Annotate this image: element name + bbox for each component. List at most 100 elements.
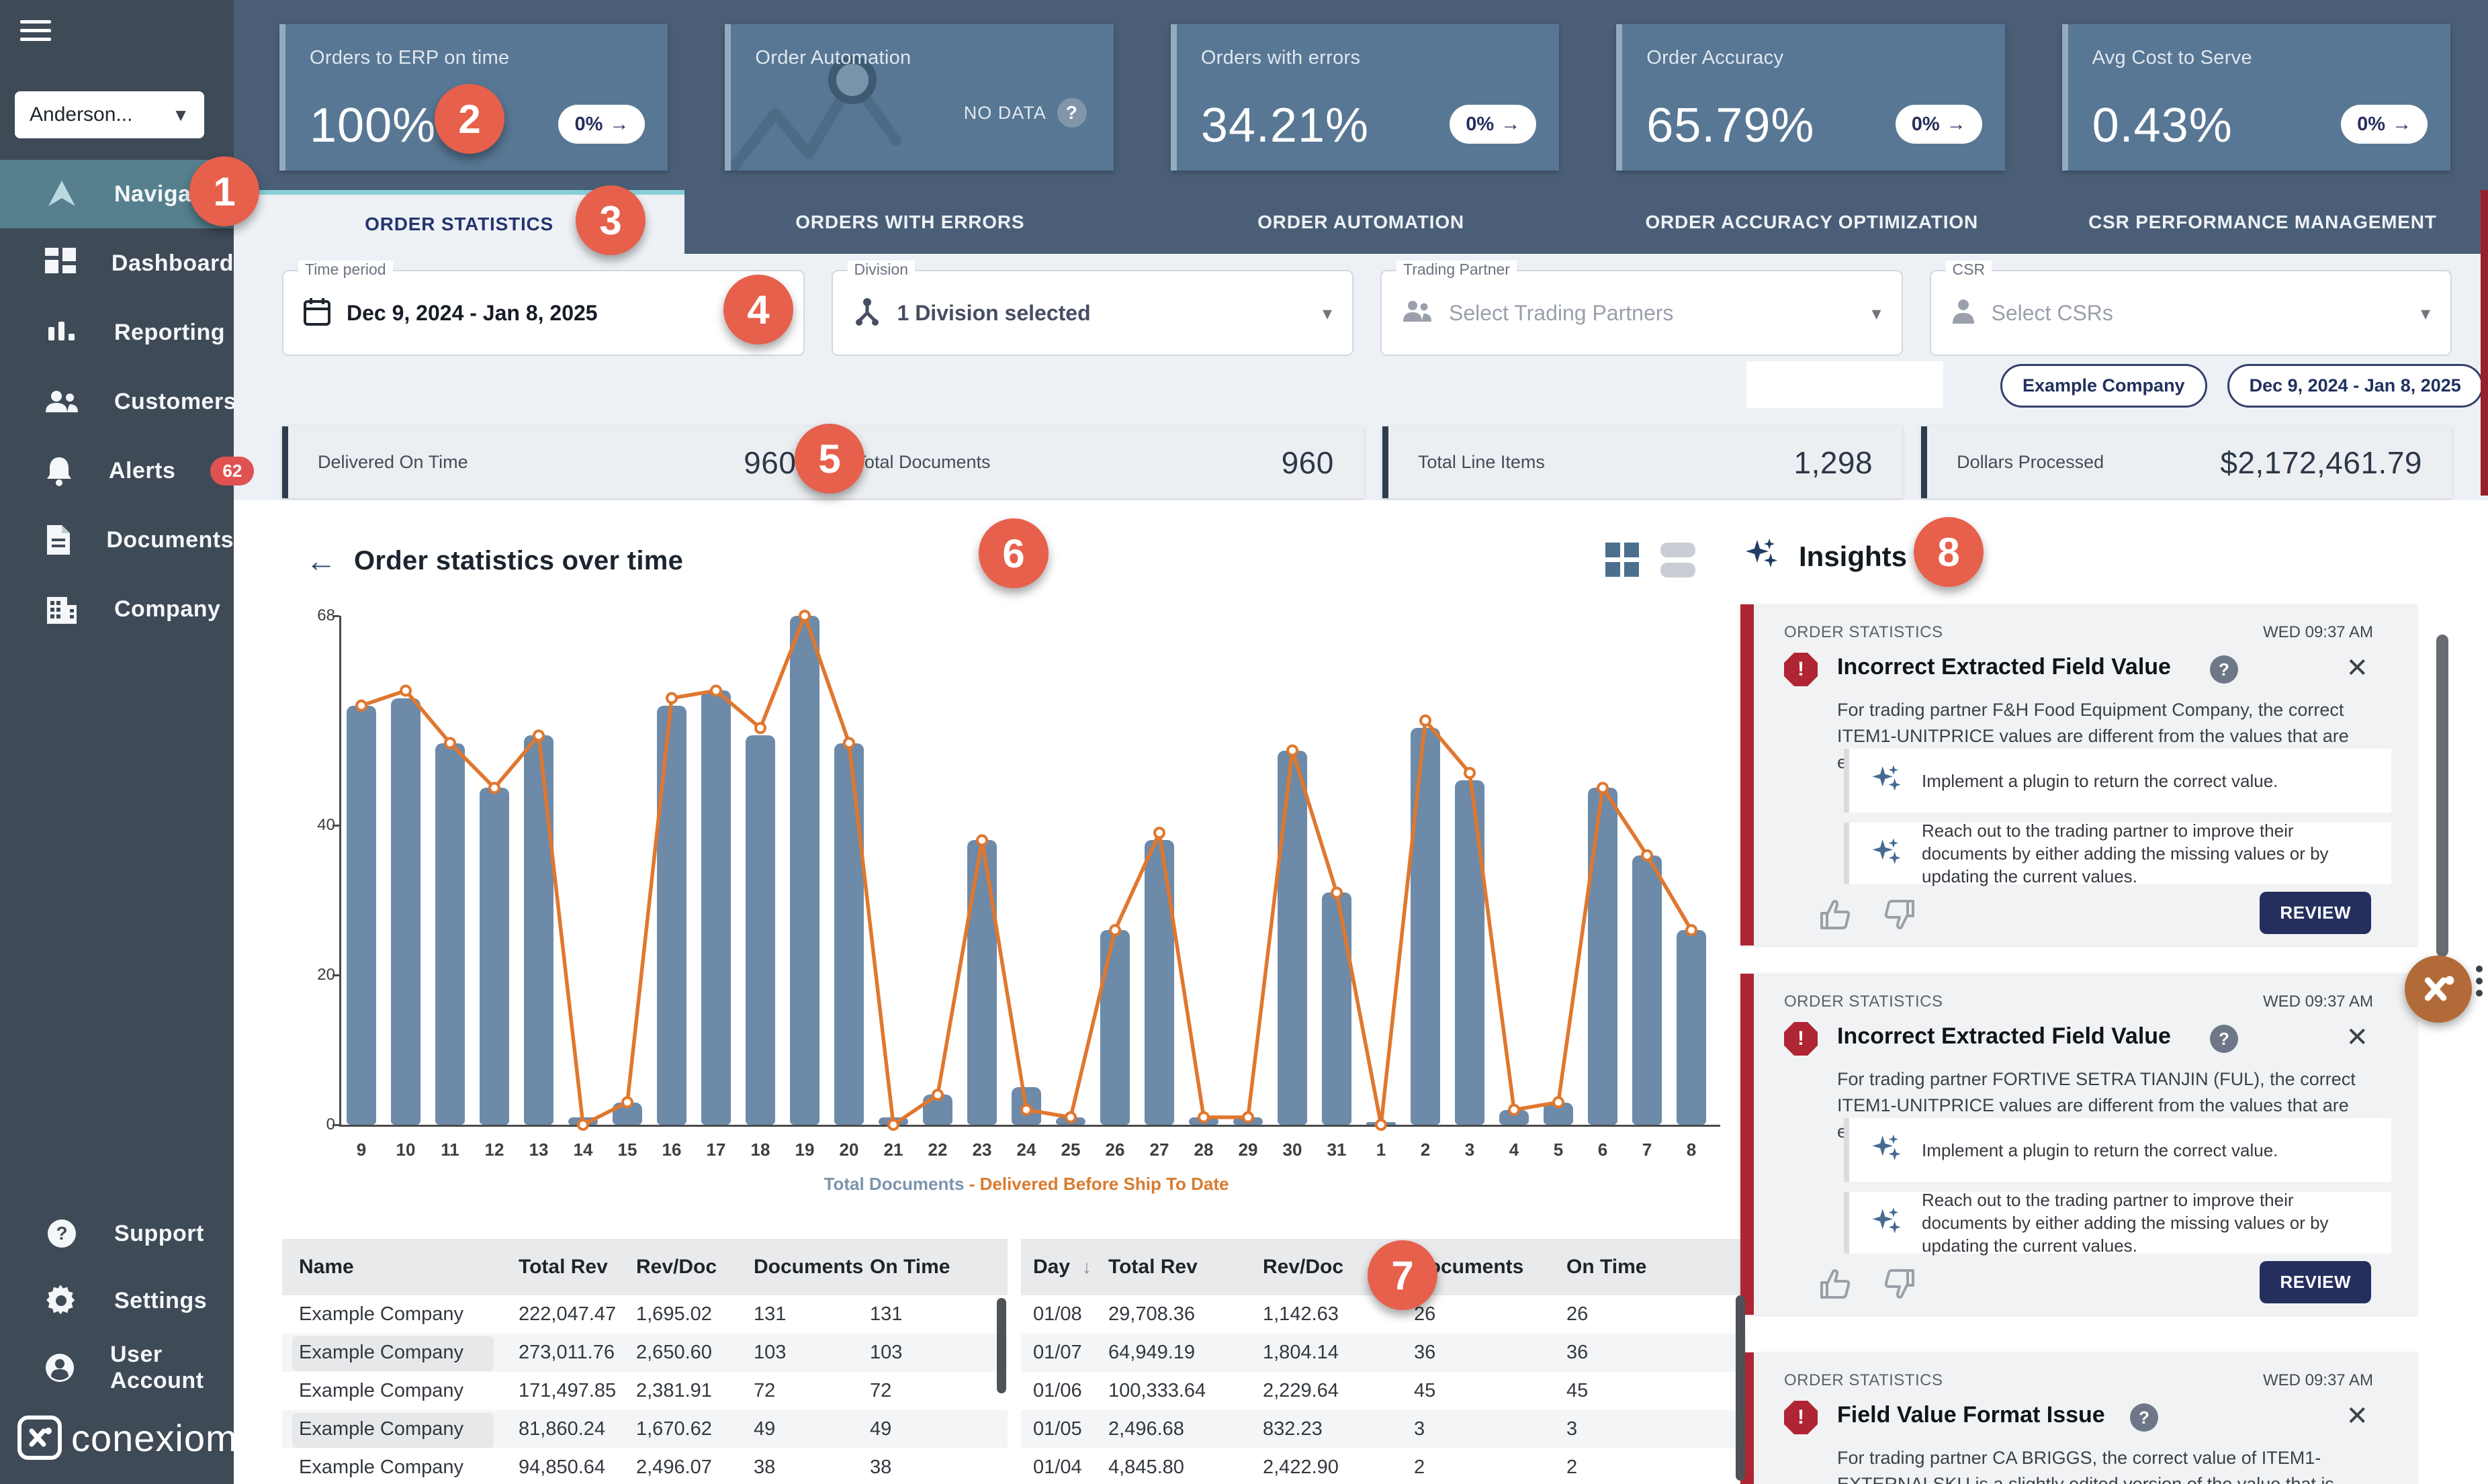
- annotation-marker-4: 4: [723, 275, 793, 344]
- conexiom-x-icon: [2421, 972, 2456, 1007]
- column-header-totalrev[interactable]: Total Rev: [1108, 1256, 1198, 1279]
- sidebar-item-reporting[interactable]: Reporting: [0, 298, 234, 367]
- filter-division[interactable]: Division1 Division selected▾: [832, 270, 1354, 356]
- help-icon[interactable]: ?: [2130, 1403, 2158, 1432]
- back-arrow-icon[interactable]: ←: [306, 543, 337, 579]
- table-row[interactable]: Example Company81,860.241,670.624949: [282, 1410, 1008, 1448]
- chart-y-tick-label: 68: [295, 606, 335, 625]
- sidebar-item-label: User Account: [110, 1342, 234, 1394]
- column-header-revdoc[interactable]: Rev/Doc: [1263, 1256, 1343, 1279]
- kpi-card-4[interactable]: Order Accuracy65.79%0%→: [1616, 24, 2004, 171]
- thumbs-down-icon[interactable]: [1882, 898, 1917, 934]
- close-icon[interactable]: ✕: [2346, 1401, 2368, 1432]
- column-header-ontime[interactable]: On Time: [870, 1256, 950, 1279]
- alerts-count-badge: 62: [210, 457, 254, 485]
- close-icon[interactable]: ✕: [2346, 653, 2368, 684]
- sparkle-icon: [1869, 1129, 1904, 1170]
- chart-legend: Total Documents - Delivered Before Ship …: [339, 1174, 1714, 1195]
- insights-scrollbar[interactable]: [2436, 635, 2448, 957]
- table-cell: Example Company: [299, 1303, 463, 1326]
- chart-x-tick-label: 8: [1669, 1140, 1714, 1160]
- table-scrollbar[interactable]: [997, 1298, 1006, 1393]
- kpi-card-3[interactable]: Orders with errors34.21%0%→: [1171, 24, 1559, 171]
- insight-suggestion: Reach out to the trading partner to impr…: [1844, 823, 2391, 884]
- tab-order-automation[interactable]: ORDER AUTOMATION: [1135, 190, 1586, 254]
- column-header-revdoc[interactable]: Rev/Doc: [636, 1256, 717, 1279]
- sidebar-item-user-account[interactable]: User Account: [0, 1334, 234, 1402]
- table-row[interactable]: 01/052,496.68832.2333: [1021, 1410, 1746, 1448]
- tab-orders-with-errors[interactable]: ORDERS WITH ERRORS: [684, 190, 1135, 254]
- kpi-trend-pill[interactable]: 0%→: [1450, 105, 1536, 144]
- kpi-trend-pill[interactable]: 0%→: [1896, 105, 1982, 144]
- table-row[interactable]: Example Company171,497.852,381.917272: [282, 1372, 1008, 1410]
- tab-csr-performance-management[interactable]: CSR PERFORMANCE MANAGEMENT: [2037, 190, 2488, 254]
- table-cell: 3: [1566, 1418, 1577, 1440]
- stat-card-2: Total Line Items1,298: [1382, 426, 1902, 498]
- conexiom-assistant-button[interactable]: [2405, 956, 2472, 1023]
- insight-category: ORDER STATISTICS: [1784, 992, 1943, 1011]
- table-cell: 2,381.91: [636, 1380, 712, 1402]
- table-cell: 3: [1414, 1418, 1425, 1440]
- table-row[interactable]: Example Company273,011.762,650.60103103: [282, 1334, 1008, 1372]
- list-view-icon[interactable]: [1660, 543, 1695, 577]
- filter-label: Division: [848, 261, 916, 279]
- alert-icon: !: [1784, 1401, 1818, 1434]
- menu-icon[interactable]: [20, 20, 51, 43]
- sidebar-item-dashboard[interactable]: Dashboard: [0, 229, 234, 297]
- filter-chip[interactable]: Example Company: [2000, 364, 2207, 408]
- sidebar-item-company[interactable]: Company: [0, 575, 234, 643]
- thumbs-up-icon[interactable]: [1818, 1268, 1853, 1303]
- filter-value: Dec 9, 2024 - Jan 8, 2025: [347, 301, 598, 326]
- chart-line-marker: [1022, 1105, 1031, 1115]
- sidebar-item-documents[interactable]: Documents: [0, 506, 234, 574]
- chart-x-tick-label: 11: [428, 1140, 472, 1160]
- drag-handle-dots[interactable]: [2476, 966, 2488, 996]
- sidebar-item-support[interactable]: ?Support: [0, 1199, 234, 1268]
- review-button[interactable]: REVIEW: [2260, 1261, 2371, 1303]
- column-header-totalrev[interactable]: Total Rev: [519, 1256, 608, 1279]
- stat-label: Delivered On Time: [318, 452, 468, 473]
- annotation-marker-7: 7: [1368, 1240, 1437, 1310]
- help-icon[interactable]: ?: [2210, 1025, 2238, 1053]
- table-cell: 222,047.47: [519, 1303, 616, 1326]
- sidebar-item-settings[interactable]: Settings: [0, 1266, 234, 1335]
- table-scrollbar[interactable]: [1736, 1295, 1745, 1481]
- table-row[interactable]: Example Company94,850.642,496.073838: [282, 1448, 1008, 1484]
- table-row[interactable]: 01/06100,333.642,229.644545: [1021, 1372, 1746, 1410]
- division-icon: [853, 297, 881, 330]
- column-header-day[interactable]: Day ↓: [1033, 1256, 1092, 1279]
- kpi-label: Orders to ERP on time: [310, 47, 643, 69]
- filter-trading-partner[interactable]: Trading PartnerSelect Trading Partners▾: [1380, 270, 1903, 356]
- sidebar-item-customers[interactable]: Customers: [0, 367, 234, 436]
- chart-line-marker: [1642, 851, 1652, 860]
- sidebar-item-label: Company: [114, 596, 220, 622]
- column-header-documents[interactable]: Documents: [754, 1256, 863, 1279]
- thumbs-down-icon[interactable]: [1882, 1268, 1917, 1303]
- help-icon[interactable]: ?: [1057, 98, 1087, 128]
- tab-order-accuracy-optimization[interactable]: ORDER ACCURACY OPTIMIZATION: [1587, 190, 2037, 254]
- kpi-trend-pill[interactable]: 0%→: [2341, 105, 2428, 144]
- review-button[interactable]: REVIEW: [2260, 892, 2371, 934]
- insight-timestamp: WED 09:37 AM: [2263, 1371, 2373, 1390]
- sidebar-item-alerts[interactable]: Alerts62: [0, 436, 234, 505]
- column-header-ontime[interactable]: On Time: [1566, 1256, 1646, 1279]
- organization-selector[interactable]: Anderson... ▼: [15, 91, 204, 138]
- filter-chip[interactable]: Dec 9, 2024 - Jan 8, 2025: [2227, 364, 2483, 408]
- kpi-card-5[interactable]: Avg Cost to Serve0.43%0%→: [2062, 24, 2450, 171]
- table-cell: 01/06: [1033, 1380, 1082, 1402]
- column-header-name[interactable]: Name: [299, 1256, 354, 1279]
- grid-view-icon[interactable]: [1605, 543, 1639, 577]
- filter-csr[interactable]: CSRSelect CSRs▾: [1930, 270, 2452, 356]
- table-row[interactable]: 01/044,845.802,422.9022: [1021, 1448, 1746, 1484]
- company-icon: [44, 594, 79, 624]
- table-row[interactable]: Example Company222,047.471,695.02131131: [282, 1295, 1008, 1334]
- filter-value: 1 Division selected: [897, 301, 1091, 326]
- close-icon[interactable]: ✕: [2346, 1022, 2368, 1053]
- thumbs-up-icon[interactable]: [1818, 898, 1853, 934]
- chart-y-tick: [332, 1124, 339, 1126]
- table-row[interactable]: 01/0764,949.191,804.143636: [1021, 1334, 1746, 1372]
- kpi-trend-pill[interactable]: 0%→: [558, 105, 645, 144]
- kpi-card-2[interactable]: Order AutomationNO DATA?: [725, 24, 1113, 171]
- help-icon[interactable]: ?: [2210, 655, 2238, 684]
- kpi-no-data: NO DATA?: [964, 98, 1087, 128]
